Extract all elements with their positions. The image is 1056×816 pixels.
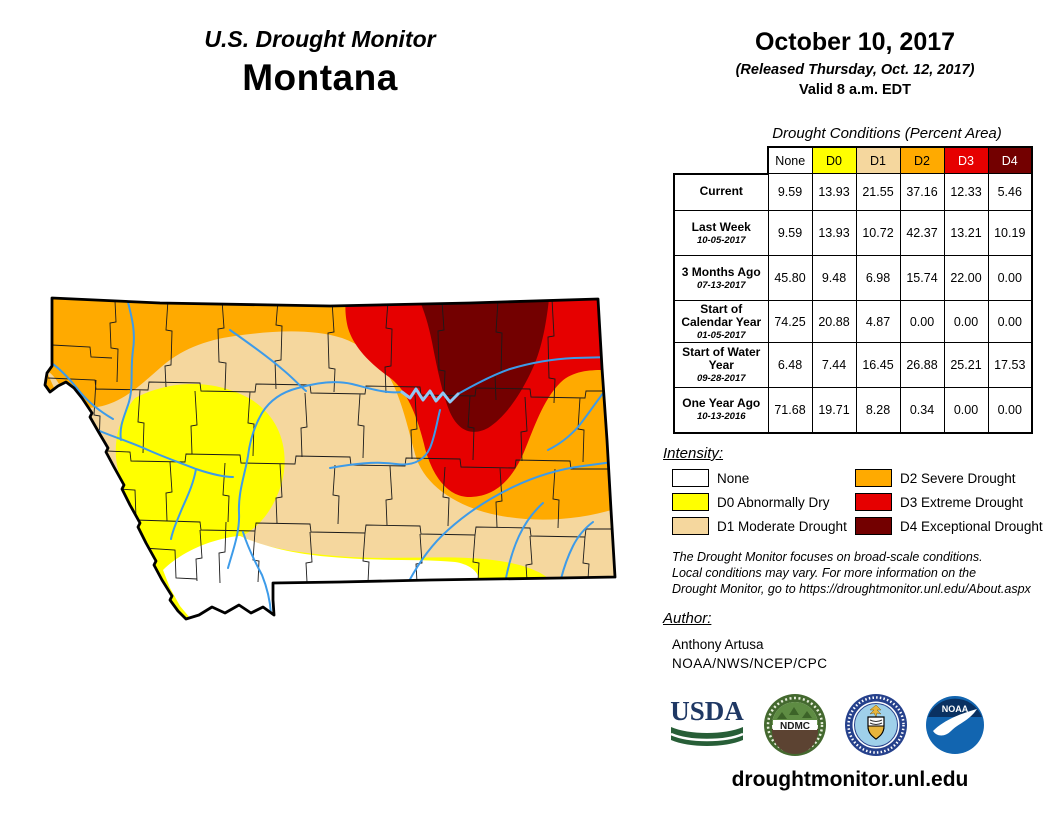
svg-text:NDMC: NDMC xyxy=(780,721,810,732)
table-row: Last Week 10-05-2017 9.59 13.93 10.72 42.… xyxy=(673,210,1033,256)
cell-value: 0.00 xyxy=(987,255,1033,301)
cell-value: 9.59 xyxy=(767,210,813,256)
col-header-d3: D3 xyxy=(943,146,989,174)
date-block: October 10, 2017 (Released Thursday, Oct… xyxy=(700,28,1010,98)
cell-value: 9.59 xyxy=(767,173,813,211)
usda-logo: USDA xyxy=(670,696,744,746)
cell-value: 0.00 xyxy=(987,387,1033,434)
cell-value: 10.72 xyxy=(855,210,901,256)
cell-value: 21.55 xyxy=(855,173,901,211)
legend-item-none: None xyxy=(672,466,855,490)
logo-row: USDA NDMC NOAA xyxy=(668,692,1018,758)
cell-value: 17.53 xyxy=(987,342,1033,388)
state-title: Montana xyxy=(242,57,398,98)
conditions-table: None D0 D1 D2 D3 D4 Current 9.59 13.93 2… xyxy=(673,146,1033,434)
cell-value: 8.28 xyxy=(855,387,901,434)
cell-value: 7.44 xyxy=(811,342,857,388)
report-title: U.S. Drought Monitor xyxy=(204,26,436,52)
cell-value: 20.88 xyxy=(811,300,857,343)
cell-value: 10.19 xyxy=(987,210,1033,256)
cell-value: 12.33 xyxy=(943,173,989,211)
site-url: droughtmonitor.unl.edu xyxy=(731,768,969,791)
row-label: One Year Ago 10-13-2016 xyxy=(673,387,769,434)
table-row: Start of Calendar Year 01-05-2017 74.25 2… xyxy=(673,300,1033,343)
cell-value: 13.21 xyxy=(943,210,989,256)
d3-swatch xyxy=(855,493,892,511)
cell-value: 19.71 xyxy=(811,387,857,434)
cell-value: 26.88 xyxy=(899,342,945,388)
cell-value: 0.00 xyxy=(987,300,1033,343)
row-label: 3 Months Ago 07-13-2017 xyxy=(673,255,769,301)
cell-value: 5.46 xyxy=(987,173,1033,211)
row-label: Start of Water Year 09-28-2017 xyxy=(673,342,769,388)
table-row: Start of Water Year 09-28-2017 6.48 7.44 … xyxy=(673,342,1033,388)
legend-item-d3: D3 Extreme Drought xyxy=(855,490,1043,514)
row-label: Current xyxy=(673,172,769,211)
cell-value: 13.93 xyxy=(811,173,857,211)
legend-item-d2: D2 Severe Drought xyxy=(855,466,1043,490)
ndmc-logo: NDMC xyxy=(764,694,826,756)
county-boundaries xyxy=(47,298,612,584)
cell-value: 15.74 xyxy=(899,255,945,301)
table-row: Current 9.59 13.93 21.55 37.16 12.33 5.4… xyxy=(673,172,1033,211)
fort-peck-reservoir xyxy=(400,387,460,404)
legend-item-d1: D1 Moderate Drought xyxy=(672,514,855,538)
none-swatch xyxy=(672,469,709,487)
table-row: One Year Ago 10-13-2016 71.68 19.71 8.28 … xyxy=(673,387,1033,434)
legend: None D0 Abnormally Dry D1 Moderate Droug… xyxy=(672,466,1043,538)
table-header-row: None D0 D1 D2 D3 D4 xyxy=(674,146,1033,174)
cell-value: 4.87 xyxy=(855,300,901,343)
d2-swatch xyxy=(855,469,892,487)
legend-title: Intensity: xyxy=(663,445,724,462)
col-header-d2: D2 xyxy=(899,146,945,174)
noaa-logo: NOAA xyxy=(926,696,984,754)
cell-value: 9.48 xyxy=(811,255,857,301)
cell-value: 71.68 xyxy=(767,387,813,434)
legend-item-d0: D0 Abnormally Dry xyxy=(672,490,855,514)
cell-value: 6.48 xyxy=(767,342,813,388)
d1-swatch xyxy=(672,517,709,535)
d0-swatch xyxy=(672,493,709,511)
table-row: 3 Months Ago 07-13-2017 45.80 9.48 6.98 1… xyxy=(673,255,1033,301)
svg-text:USDA: USDA xyxy=(670,696,744,726)
state-outline xyxy=(43,296,617,621)
cell-value: 6.98 xyxy=(855,255,901,301)
cell-value: 13.93 xyxy=(811,210,857,256)
cell-value: 25.21 xyxy=(943,342,989,388)
table-title: Drought Conditions (Percent Area) xyxy=(772,125,1002,142)
region-none xyxy=(163,536,478,618)
cell-value: 42.37 xyxy=(899,210,945,256)
legend-item-d4: D4 Exceptional Drought xyxy=(855,514,1043,538)
title-block: U.S. Drought Monitor Montana xyxy=(150,26,490,99)
col-header-d1: D1 xyxy=(855,146,901,174)
valid-time: Valid 8 a.m. EDT xyxy=(798,82,911,98)
author-name: Anthony Artusa xyxy=(672,637,764,652)
report-date: October 10, 2017 xyxy=(754,28,956,56)
cell-value: 22.00 xyxy=(943,255,989,301)
col-header-none: None xyxy=(767,146,813,174)
cell-value: 74.25 xyxy=(767,300,813,343)
table-corner-cell xyxy=(674,147,768,174)
col-header-d4: D4 xyxy=(987,146,1033,174)
montana-drought-map xyxy=(43,296,617,621)
cell-value: 0.00 xyxy=(943,300,989,343)
author-org: NOAA/NWS/NCEP/CPC xyxy=(672,656,828,671)
d4-swatch xyxy=(855,517,892,535)
col-header-d0: D0 xyxy=(811,146,857,174)
cell-value: 0.00 xyxy=(943,387,989,434)
cell-value: 37.16 xyxy=(899,173,945,211)
author-title: Author: xyxy=(663,610,712,627)
cell-value: 45.80 xyxy=(767,255,813,301)
cell-value: 0.00 xyxy=(899,300,945,343)
cell-value: 0.34 xyxy=(899,387,945,434)
commerce-seal-logo xyxy=(845,694,907,756)
cell-value: 16.45 xyxy=(855,342,901,388)
disclaimer: The Drought Monitor focuses on broad-sca… xyxy=(672,550,1031,596)
row-label: Last Week 10-05-2017 xyxy=(673,210,769,256)
rivers xyxy=(45,298,615,615)
svg-text:NOAA: NOAA xyxy=(942,704,969,714)
row-label: Start of Calendar Year 01-05-2017 xyxy=(673,300,769,343)
release-date: (Released Thursday, Oct. 12, 2017) xyxy=(735,62,975,78)
